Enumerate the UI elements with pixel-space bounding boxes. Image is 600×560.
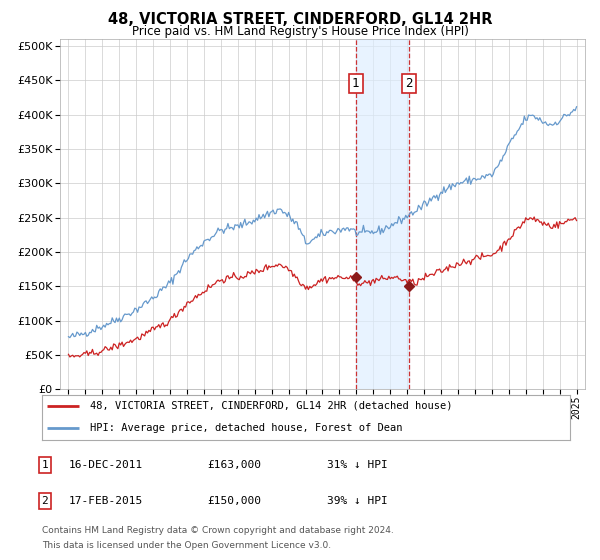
Text: £150,000: £150,000	[207, 496, 261, 506]
Text: 17-FEB-2015: 17-FEB-2015	[69, 496, 143, 506]
Text: 16-DEC-2011: 16-DEC-2011	[69, 460, 143, 470]
Text: 1: 1	[352, 77, 359, 90]
Text: Price paid vs. HM Land Registry's House Price Index (HPI): Price paid vs. HM Land Registry's House …	[131, 25, 469, 38]
Bar	[356, 39, 409, 389]
Text: 39% ↓ HPI: 39% ↓ HPI	[327, 496, 388, 506]
Text: HPI: Average price, detached house, Forest of Dean: HPI: Average price, detached house, Fore…	[89, 423, 402, 433]
Text: 2: 2	[406, 77, 413, 90]
Text: 2: 2	[41, 496, 49, 506]
Text: Contains HM Land Registry data © Crown copyright and database right 2024.: Contains HM Land Registry data © Crown c…	[42, 526, 394, 535]
Text: 31% ↓ HPI: 31% ↓ HPI	[327, 460, 388, 470]
Text: This data is licensed under the Open Government Licence v3.0.: This data is licensed under the Open Gov…	[42, 542, 331, 550]
Text: £163,000: £163,000	[207, 460, 261, 470]
Text: 1: 1	[41, 460, 49, 470]
Text: 48, VICTORIA STREET, CINDERFORD, GL14 2HR (detached house): 48, VICTORIA STREET, CINDERFORD, GL14 2H…	[89, 401, 452, 411]
Text: 48, VICTORIA STREET, CINDERFORD, GL14 2HR: 48, VICTORIA STREET, CINDERFORD, GL14 2H…	[108, 12, 492, 27]
